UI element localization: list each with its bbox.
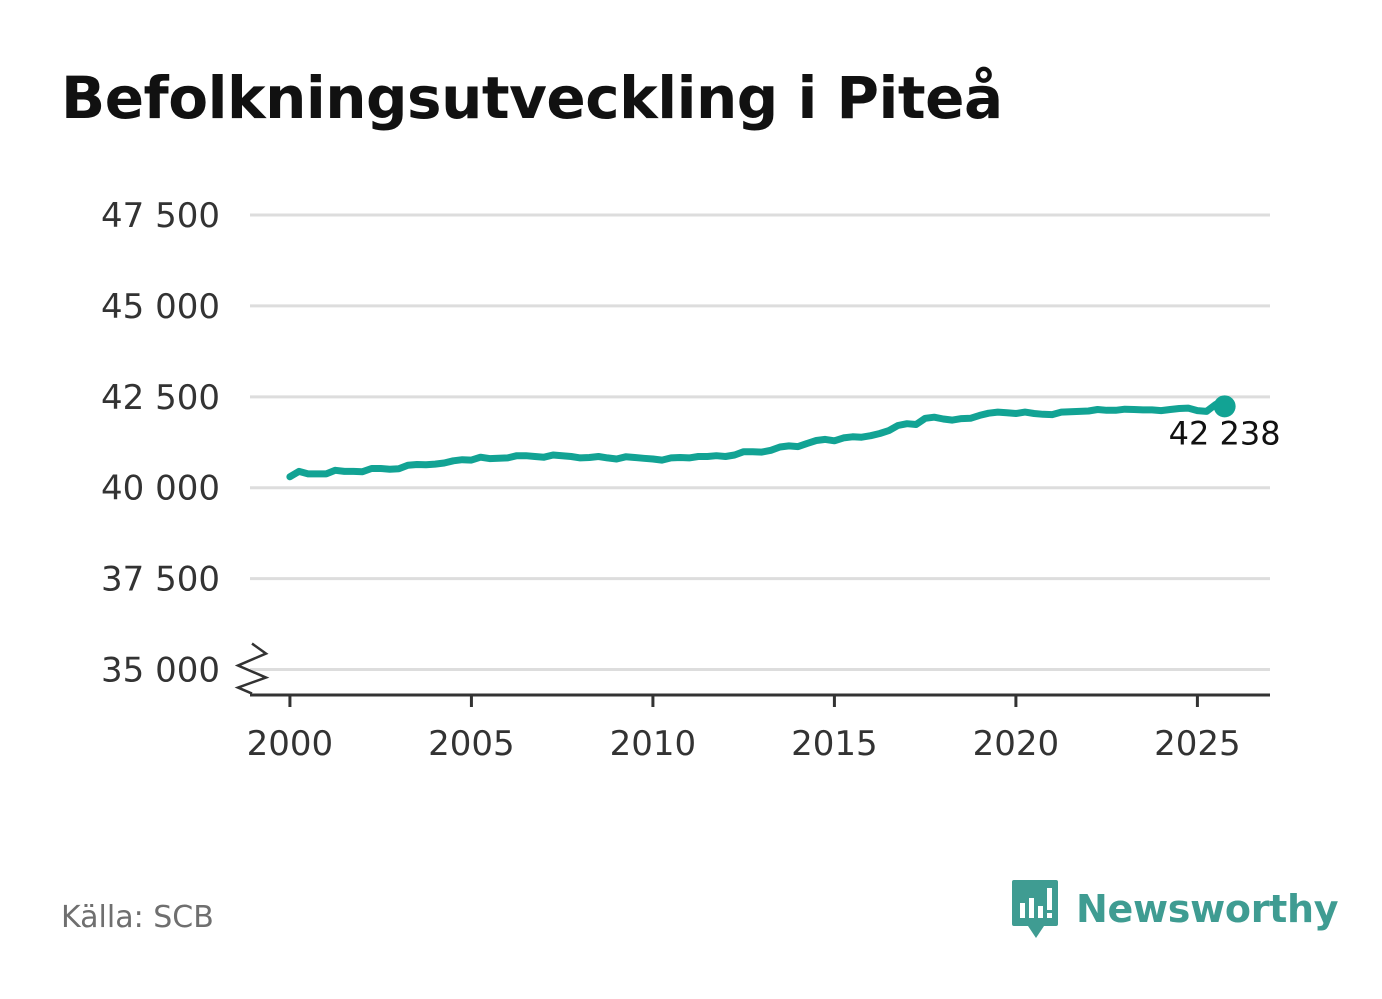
axes [234, 642, 1270, 707]
x-tick-label: 2000 [247, 724, 334, 764]
x-tick-label: 2010 [610, 724, 697, 764]
labels-layer: 35 000 37 500 40 000 42 500 45 000 47 500 2000… [101, 196, 1281, 764]
newsworthy-logo-icon [1012, 880, 1058, 938]
chart-title: Befolkningsutveckling i Piteå [61, 64, 1003, 132]
x-tick-label: 2020 [973, 724, 1060, 764]
axis-break-mark [234, 642, 270, 695]
brand-name: Newsworthy [1076, 887, 1339, 931]
x-tick-label: 2005 [428, 724, 515, 764]
end-value-label: 42 238 [1169, 414, 1281, 452]
y-tick-label: 40 000 [101, 469, 220, 509]
x-tick-label: 2025 [1154, 724, 1241, 764]
y-tick-label: 35 000 [101, 651, 220, 691]
y-tick-label: 42 500 [101, 378, 220, 418]
end-point-marker [1213, 395, 1236, 418]
y-tick-label: 37 500 [101, 560, 220, 600]
x-tick-label: 2015 [791, 724, 878, 764]
y-tick-label: 45 000 [101, 287, 220, 327]
grid-lines [250, 213, 1270, 672]
brand-logo[interactable]: Newsworthy [1010, 878, 1339, 940]
series-layer [286, 395, 1236, 481]
series-line [286, 401, 1229, 481]
y-tick-label: 47 500 [101, 196, 220, 236]
source-label: Källa: SCB [61, 900, 214, 935]
